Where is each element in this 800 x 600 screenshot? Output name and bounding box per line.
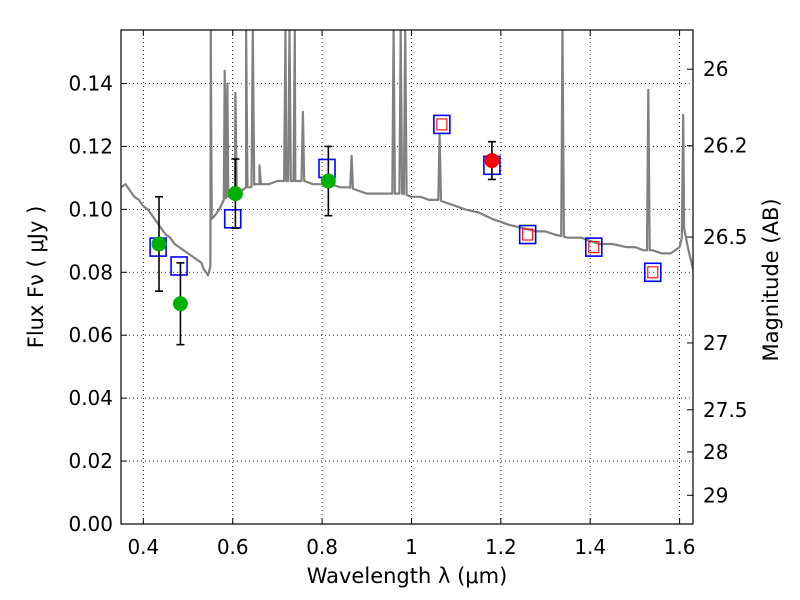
y-tick-label: 0.06 <box>68 323 113 347</box>
y-tick-label: 0.00 <box>68 512 113 536</box>
x-tick-label: 1.4 <box>574 535 606 559</box>
model-spectrum <box>121 30 693 277</box>
model-photometry-square <box>433 114 451 135</box>
observed-photometry-point <box>151 236 167 252</box>
mag-tick-label: 28 <box>703 440 728 464</box>
y-axis: 0.00 0.02 0.04 0.06 0.08 0.10 0.12 0.14 <box>68 71 127 536</box>
model-photometry-square <box>518 224 537 245</box>
y-axis-label: Flux Fν ( μJy ) <box>24 206 48 349</box>
y-tick-label: 0.08 <box>68 260 113 284</box>
x-axis: 0.4 0.6 0.8 1 1.2 1.4 1.6 <box>127 30 696 559</box>
photometry-markers <box>149 114 662 346</box>
mag-tick-label: 29 <box>703 483 728 507</box>
y-tick-label: 0.04 <box>68 386 113 410</box>
model-photometry-inner-square <box>436 118 448 131</box>
x-tick-label: 0.8 <box>306 535 338 559</box>
y-tick-label: 0.02 <box>68 449 113 473</box>
observed-photometry-point <box>172 296 188 312</box>
x-tick-label: 1 <box>405 535 418 559</box>
x-tick-label: 0.6 <box>217 535 249 559</box>
y-tick-label: 0.10 <box>68 197 113 221</box>
y-tick-label: 0.12 <box>68 134 113 158</box>
model-photometry-inner-square <box>522 228 534 241</box>
model-spectrum-line <box>121 30 693 277</box>
plot-frame <box>120 29 694 525</box>
mag-tick-label: 26.5 <box>703 225 748 249</box>
model-photometry-inner-square <box>588 241 600 254</box>
observed-photometry-point <box>227 186 243 202</box>
mag-tick-label: 27 <box>703 331 728 355</box>
magnitude-axis: 26 26.2 26.5 27 27.5 28 29 <box>687 57 748 507</box>
x-tick-label: 0.4 <box>127 535 159 559</box>
model-photometry-square <box>584 237 603 257</box>
model-photometry-square <box>170 256 188 276</box>
model-photometry-inner-square <box>647 266 659 279</box>
x-tick-label: 1.6 <box>664 535 696 559</box>
observed-photometry-point <box>320 173 336 189</box>
magnitude-axis-label: Magnitude (AB) <box>759 198 783 361</box>
mag-tick-label: 26.2 <box>703 134 748 158</box>
y-tick-label: 0.14 <box>68 71 113 95</box>
observed-photometry-point <box>484 153 500 169</box>
x-axis-label: Wavelength λ (μm) <box>307 564 508 588</box>
grid-lines <box>121 30 693 525</box>
x-tick-label: 1.2 <box>485 535 517 559</box>
mag-tick-label: 27.5 <box>703 398 748 422</box>
model-photometry-square <box>643 262 662 283</box>
mag-tick-label: 26 <box>703 57 728 81</box>
